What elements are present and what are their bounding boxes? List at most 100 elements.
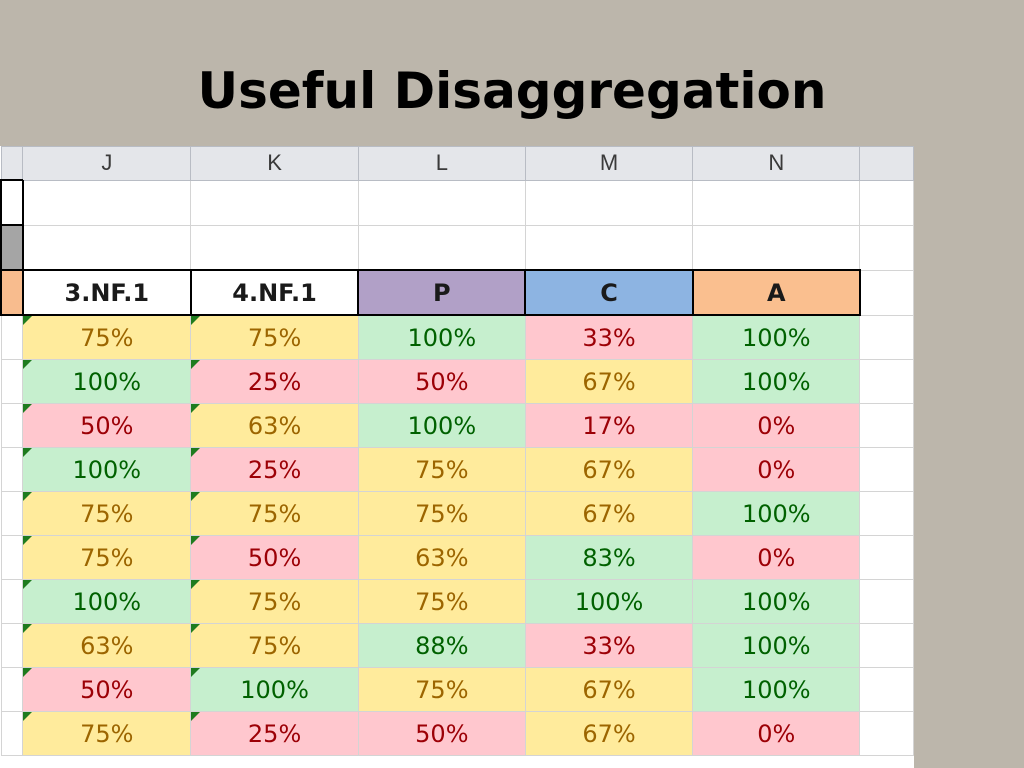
score-cell[interactable]: 75% <box>190 623 359 668</box>
row-lead-cell[interactable] <box>0 491 24 536</box>
column-header-blank[interactable] <box>859 146 914 181</box>
score-cell[interactable]: 75% <box>190 579 359 624</box>
score-cell[interactable]: 25% <box>190 447 359 492</box>
row-tail-cell[interactable] <box>859 491 914 536</box>
cell[interactable] <box>859 269 914 316</box>
row-lead-cell[interactable] <box>0 403 24 448</box>
row-lead-cell[interactable] <box>0 667 24 712</box>
score-cell[interactable]: 50% <box>22 667 192 712</box>
row-tail-cell[interactable] <box>859 667 914 712</box>
score-cell[interactable]: 75% <box>22 491 192 536</box>
score-cell[interactable]: 0% <box>692 711 861 756</box>
score-cell[interactable]: 67% <box>524 491 694 536</box>
row-lead-cell[interactable] <box>0 359 24 404</box>
score-cell[interactable]: 100% <box>692 667 861 712</box>
score-cell[interactable]: 50% <box>357 711 526 756</box>
row-tail-cell[interactable] <box>859 579 914 624</box>
table-row: 50% 63% 100% 17% 0% <box>0 403 914 448</box>
score-cell[interactable]: 75% <box>357 447 526 492</box>
score-cell[interactable]: 100% <box>692 623 861 668</box>
score-cell[interactable]: 25% <box>190 711 359 756</box>
score-cell[interactable]: 25% <box>190 359 359 404</box>
score-cell[interactable]: 88% <box>357 623 526 668</box>
row-lead-cell[interactable] <box>0 314 24 360</box>
row-tail-cell[interactable] <box>859 535 914 580</box>
column-header-n[interactable]: N <box>692 146 861 181</box>
score-cell[interactable]: 75% <box>357 491 526 536</box>
row-tail-cell[interactable] <box>859 711 914 756</box>
cell[interactable] <box>692 179 861 226</box>
score-cell[interactable]: 100% <box>357 403 526 448</box>
score-cell[interactable]: 33% <box>524 623 694 668</box>
cell[interactable] <box>859 179 914 226</box>
cell[interactable] <box>22 179 192 226</box>
score-cell[interactable]: 100% <box>692 491 861 536</box>
score-cell[interactable]: 50% <box>190 535 359 580</box>
score-cell[interactable]: 33% <box>524 314 694 360</box>
score-cell[interactable]: 100% <box>22 447 192 492</box>
header-c[interactable]: C <box>524 269 694 316</box>
cell[interactable] <box>190 179 359 226</box>
score-cell[interactable]: 63% <box>22 623 192 668</box>
score-cell[interactable]: 100% <box>692 314 861 360</box>
score-cell[interactable]: 75% <box>22 711 192 756</box>
row-lead-cell[interactable] <box>0 579 24 624</box>
header-cell-left[interactable] <box>0 269 24 316</box>
score-cell[interactable]: 0% <box>692 403 861 448</box>
cell[interactable] <box>0 179 24 226</box>
row-tail-cell[interactable] <box>859 623 914 668</box>
score-cell[interactable]: 75% <box>190 491 359 536</box>
score-cell[interactable]: 100% <box>190 667 359 712</box>
score-cell[interactable]: 100% <box>524 579 694 624</box>
row-tail-cell[interactable] <box>859 403 914 448</box>
score-cell[interactable]: 100% <box>692 359 861 404</box>
score-cell[interactable]: 63% <box>357 535 526 580</box>
score-cell[interactable]: 67% <box>524 711 694 756</box>
column-header-l[interactable]: L <box>357 146 526 181</box>
cell[interactable] <box>524 179 694 226</box>
header-4nf1[interactable]: 4.NF.1 <box>189 269 360 316</box>
score-cell[interactable]: 17% <box>524 403 694 448</box>
row-lead-cell[interactable] <box>0 711 24 756</box>
score-cell[interactable]: 67% <box>524 667 694 712</box>
column-header-m[interactable]: M <box>524 146 694 181</box>
row-lead-cell[interactable] <box>0 535 24 580</box>
score-cell[interactable]: 100% <box>22 579 192 624</box>
score-cell[interactable]: 0% <box>692 535 861 580</box>
cell-gray[interactable] <box>0 224 24 271</box>
score-cell[interactable]: 50% <box>22 403 192 448</box>
cell[interactable] <box>22 224 192 271</box>
score-cell[interactable]: 63% <box>190 403 359 448</box>
header-3nf1[interactable]: 3.NF.1 <box>21 269 192 316</box>
score-cell[interactable]: 75% <box>357 579 526 624</box>
row-tail-cell[interactable] <box>859 314 914 360</box>
score-cell[interactable]: 75% <box>22 535 192 580</box>
cell[interactable] <box>357 224 526 271</box>
cell[interactable] <box>692 224 861 271</box>
cell[interactable] <box>357 179 526 226</box>
header-p[interactable]: P <box>357 269 527 316</box>
row-lead-cell[interactable] <box>0 447 24 492</box>
score-cell[interactable]: 100% <box>357 314 526 360</box>
score-cell[interactable]: 100% <box>692 579 861 624</box>
score-cell[interactable]: 0% <box>692 447 861 492</box>
score-cell[interactable]: 75% <box>190 314 359 360</box>
header-a[interactable]: A <box>691 269 861 316</box>
column-header-j[interactable]: J <box>22 146 192 181</box>
score-cell[interactable]: 75% <box>357 667 526 712</box>
score-cell[interactable]: 50% <box>357 359 526 404</box>
cell[interactable] <box>524 224 694 271</box>
cell[interactable] <box>190 224 359 271</box>
column-header-k[interactable]: K <box>190 146 359 181</box>
score-cell[interactable]: 75% <box>22 314 192 360</box>
score-cell[interactable]: 67% <box>524 447 694 492</box>
score-cell[interactable]: 83% <box>524 535 694 580</box>
column-header-partial[interactable] <box>0 146 24 181</box>
cell[interactable] <box>859 224 914 271</box>
row-tail-cell[interactable] <box>859 447 914 492</box>
score-cell[interactable]: 67% <box>524 359 694 404</box>
row-lead-cell[interactable] <box>0 623 24 668</box>
score-cell[interactable]: 100% <box>22 359 192 404</box>
row-tail-cell[interactable] <box>859 359 914 404</box>
column-header-row: J K L M N <box>0 146 914 181</box>
